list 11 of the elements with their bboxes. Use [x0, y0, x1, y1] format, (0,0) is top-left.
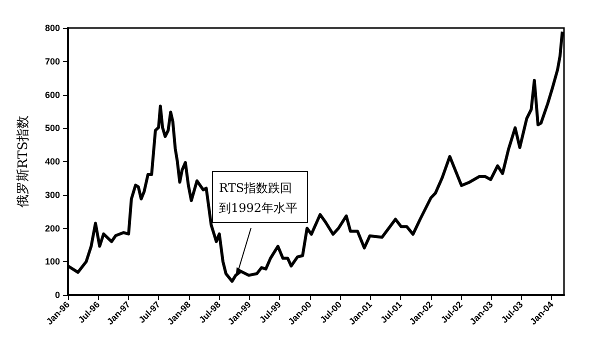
annotation: RTS指数跌回到1992年水平 — [219, 181, 298, 215]
y-tick-label: 700 — [44, 56, 60, 66]
y-tick-label: 300 — [44, 190, 60, 200]
y-tick-label: 100 — [44, 256, 60, 267]
y-tick-label: 0 — [54, 290, 60, 300]
y-tick-label: 600 — [44, 90, 60, 100]
y-axis-title: 俄罗斯RTS指数 — [16, 115, 31, 208]
y-tick-label: 500 — [44, 123, 60, 134]
y-tick-label: 800 — [44, 23, 60, 33]
y-tick-label: 200 — [44, 223, 60, 234]
y-tick-label: 400 — [44, 156, 60, 166]
